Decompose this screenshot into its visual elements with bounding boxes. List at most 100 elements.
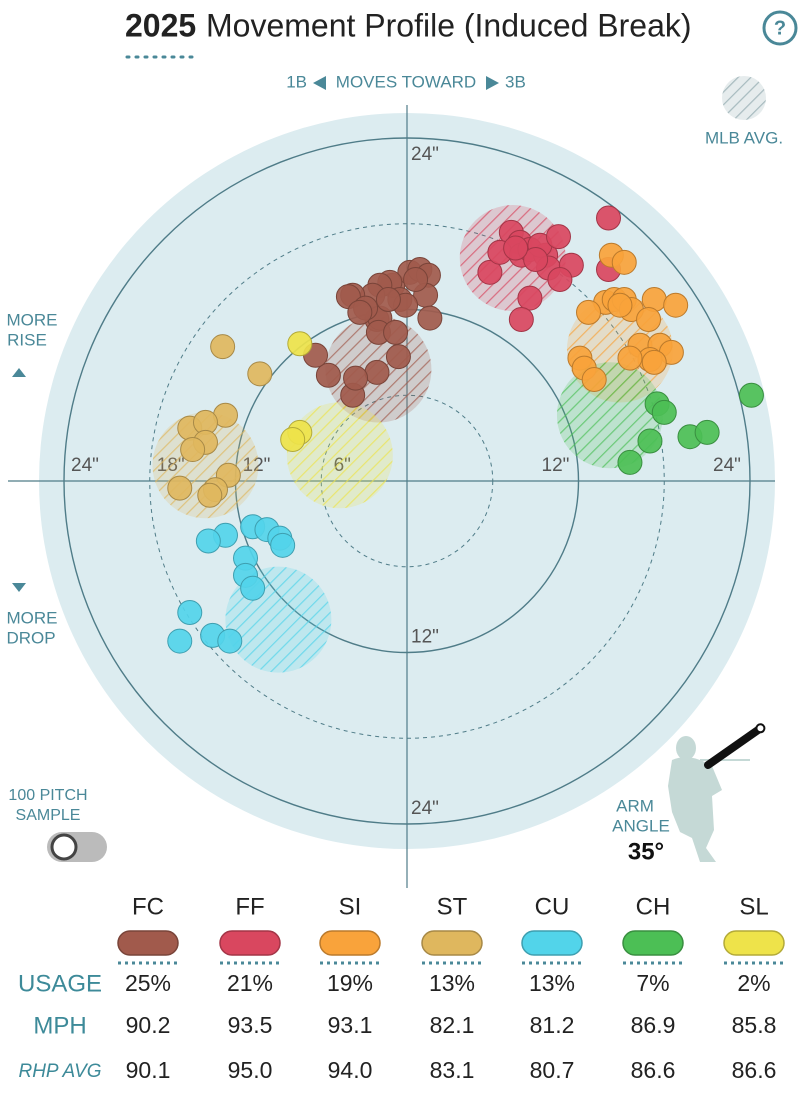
legend-swatch <box>117 930 179 956</box>
pitch-point <box>375 286 401 312</box>
sample-label: SAMPLE <box>16 807 81 824</box>
more-drop: DROP <box>6 628 55 647</box>
table-cell: 86.6 <box>732 1057 777 1083</box>
more-drop: MORE <box>7 608 58 627</box>
legend-swatch <box>622 930 684 956</box>
pitch-point <box>197 482 223 508</box>
legend-name: CH <box>636 893 671 920</box>
sample-label: 100 PITCH <box>8 787 87 804</box>
legend-name: ST <box>437 893 468 920</box>
help-circle <box>762 10 798 46</box>
pitch-point <box>694 419 720 445</box>
pitch-point <box>385 344 411 370</box>
pitch-point <box>347 299 373 325</box>
more-rise: RISE <box>7 330 47 349</box>
pitch-point <box>195 528 221 554</box>
pitch-point <box>167 475 193 501</box>
table-cell: 93.1 <box>328 1012 373 1038</box>
plot-area: 6"12"18"24"12"24"24"12"24" <box>8 105 775 888</box>
legend-swatch <box>319 930 381 956</box>
avg-legend-swatch <box>722 76 766 120</box>
mlb-avg <box>556 362 663 469</box>
arm-angle-value: 35° <box>628 838 664 865</box>
pitcher-figure <box>668 736 750 862</box>
pitch-point <box>240 575 266 601</box>
pitch-point <box>651 399 677 425</box>
more-rise: MORE <box>7 310 58 329</box>
legend-name: CU <box>535 893 570 920</box>
ring-label: 24" <box>411 798 439 819</box>
toggle-knob <box>50 833 78 861</box>
arm-angle-label: ANGLE <box>612 816 670 835</box>
pitch-point <box>611 249 637 275</box>
ring-label: 24" <box>71 455 99 476</box>
table-cell: 19% <box>327 970 373 996</box>
row-label: MPH <box>33 1012 86 1039</box>
table-cell: 86.9 <box>631 1012 676 1038</box>
direction-middle: MOVES TOWARD <box>336 72 476 91</box>
table-cell: 25% <box>125 970 171 996</box>
pitch-point <box>177 599 203 625</box>
pitch-point <box>180 437 206 463</box>
table-cell: 95.0 <box>228 1057 273 1083</box>
pitch-point <box>280 427 306 453</box>
ring-label: 24" <box>713 455 741 476</box>
mlb-avg <box>286 402 393 509</box>
table-cell: 82.1 <box>430 1012 475 1038</box>
pitch-point <box>617 345 643 371</box>
table-cell: 81.2 <box>530 1012 575 1038</box>
direction-right: 3B <box>505 72 526 91</box>
pitch-point <box>503 235 529 261</box>
pitch-point <box>545 224 571 250</box>
table-cell: 13% <box>529 970 575 996</box>
arm-angle-label: ARM <box>616 796 654 815</box>
pitch-point <box>641 349 667 375</box>
pitch-point <box>217 628 243 654</box>
arrow-right <box>486 76 499 90</box>
table-cell: 7% <box>636 970 669 996</box>
legend-swatch <box>723 930 785 956</box>
pitch-point <box>477 259 503 285</box>
pitch-point <box>508 307 534 333</box>
sample-toggle[interactable] <box>47 832 107 862</box>
table-cell: 86.6 <box>631 1057 676 1083</box>
legend-swatch <box>521 930 583 956</box>
avg-legend-text: MLB AVG. <box>705 128 783 147</box>
pitch-point <box>663 292 689 318</box>
pitch-point <box>738 382 764 408</box>
help-button[interactable]: ? <box>762 10 798 46</box>
legend-table: USAGE MPH RHP AVG FC 25% 90.2 90.1 FF 21% 93.5 95.… <box>18 893 785 1083</box>
table-cell: 2% <box>737 970 770 996</box>
help-text: ? <box>774 17 786 39</box>
title-year: 2025 <box>125 7 196 43</box>
arm-line <box>704 724 765 769</box>
pitch-point <box>517 285 543 311</box>
legend-name: SL <box>739 893 768 920</box>
legend-swatch <box>421 930 483 956</box>
chart-title: Movement Profile (Induced Break) <box>206 7 692 43</box>
table-cell: 21% <box>227 970 273 996</box>
pitch-point <box>343 365 369 391</box>
pitch-point <box>636 307 662 333</box>
pitch-point <box>364 359 390 385</box>
pitch-point <box>523 246 549 272</box>
ring-label: 24" <box>411 144 439 165</box>
table-cell: 93.5 <box>228 1012 273 1038</box>
table-cell: 90.2 <box>126 1012 171 1038</box>
pitch-point <box>576 299 602 325</box>
direction-left: 1B <box>286 72 307 91</box>
pitch-point <box>287 331 313 357</box>
annotations: 2025 Movement Profile (Induced Break) ? … <box>6 7 798 865</box>
pitch-point <box>403 266 429 292</box>
ring-label: 12" <box>411 627 439 648</box>
table-cell: 85.8 <box>732 1012 777 1038</box>
legend-name: FF <box>235 893 264 920</box>
pitch-point <box>581 367 607 393</box>
table-cell: 90.1 <box>126 1057 171 1083</box>
row-label: RHP AVG <box>18 1061 101 1082</box>
pitch-point <box>210 334 236 360</box>
table-cell: 80.7 <box>530 1057 575 1083</box>
pitch-point <box>270 532 296 558</box>
arm-end <box>755 723 766 734</box>
